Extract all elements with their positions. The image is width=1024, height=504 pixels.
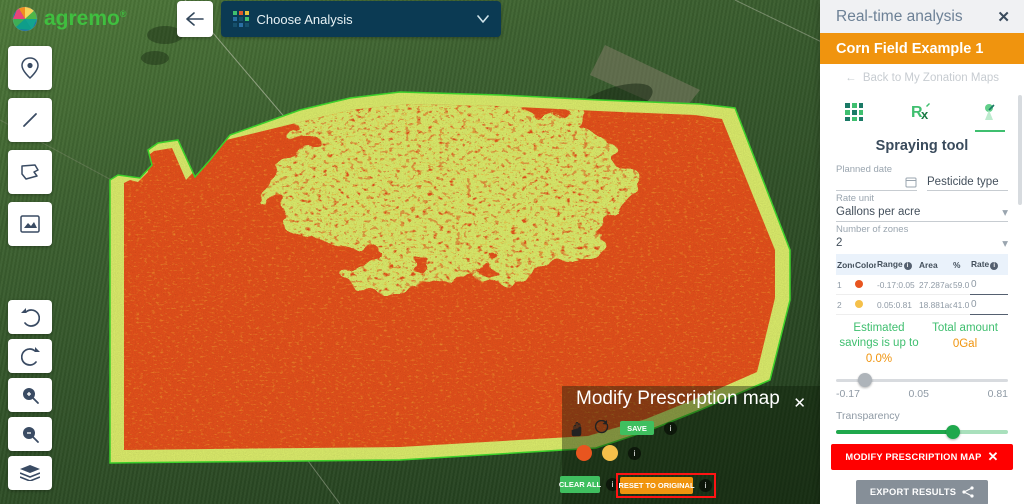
svg-text:x: x: [921, 107, 929, 122]
